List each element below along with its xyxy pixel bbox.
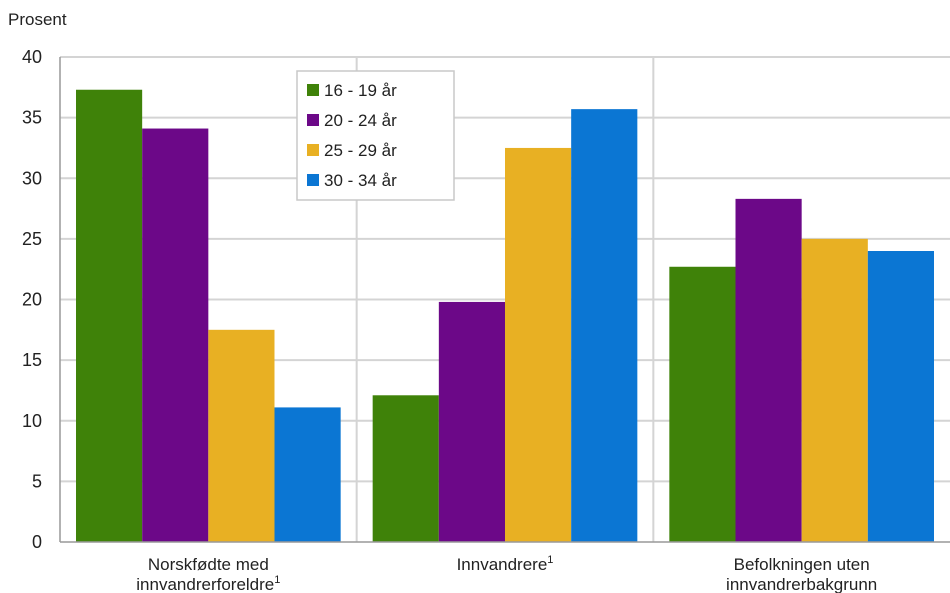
x-category-label-line: Norskfødte med: [148, 555, 269, 574]
bar: [801, 238, 868, 542]
x-category-label: Innvandrere1: [457, 554, 554, 574]
bar: [76, 89, 143, 543]
bar: [571, 109, 638, 542]
bar: [142, 128, 209, 542]
bar: [372, 395, 439, 542]
bar: [208, 329, 275, 542]
legend-label: 30 - 34 år: [324, 171, 397, 190]
footnote-marker: 1: [547, 554, 553, 566]
bar: [669, 266, 736, 542]
x-category-label-line: Innvandrere1: [457, 554, 554, 574]
x-category-label-line: innvandrerforeldre1: [136, 574, 280, 593]
legend-swatch: [307, 84, 319, 96]
legend-swatch: [307, 144, 319, 156]
legend-label: 16 - 19 år: [324, 81, 397, 100]
y-axis-unit-label: Prosent: [8, 10, 67, 29]
y-tick-label: 35: [22, 108, 42, 128]
x-category-label-line: Befolkningen uten: [734, 555, 870, 574]
bars: [76, 89, 934, 543]
bar: [735, 198, 802, 543]
legend-label: 20 - 24 år: [324, 111, 397, 130]
bar: [274, 407, 341, 542]
y-tick-label: 25: [22, 229, 42, 249]
y-tick-label: 40: [22, 47, 42, 67]
y-tick-label: 10: [22, 411, 42, 431]
y-tick-label: 15: [22, 350, 42, 370]
y-tick-label: 0: [32, 532, 42, 552]
bar: [505, 147, 572, 542]
legend-swatch: [307, 114, 319, 126]
bar: [867, 251, 934, 542]
x-category-label-line: innvandrerbakgrunn: [726, 575, 877, 593]
footnote-marker: 1: [274, 574, 280, 586]
legend-label: 25 - 29 år: [324, 141, 397, 160]
legend-swatch: [307, 174, 319, 186]
legend-box: [296, 70, 455, 201]
legend: 16 - 19 år 20 - 24 år 25 - 29 år 30 - 34 år: [296, 70, 455, 201]
y-tick-label: 5: [32, 471, 42, 491]
y-tick-label: 20: [22, 290, 42, 310]
y-tick-label: 30: [22, 168, 42, 188]
bar: [438, 301, 505, 542]
